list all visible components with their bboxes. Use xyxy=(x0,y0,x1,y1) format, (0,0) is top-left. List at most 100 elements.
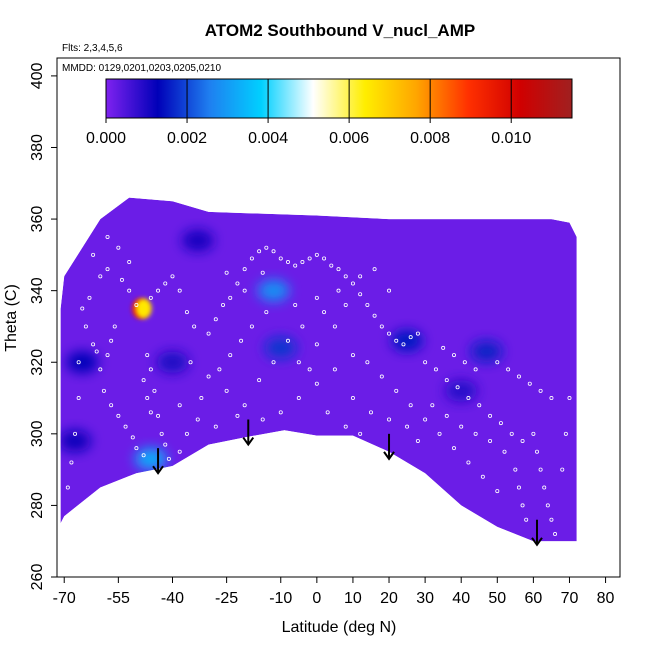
sample-point xyxy=(228,353,233,358)
sample-point xyxy=(296,396,301,401)
sample-point xyxy=(441,345,446,350)
heatmap-cell xyxy=(257,279,290,302)
colorbar-tick-label: 0.008 xyxy=(410,130,450,147)
sample-point xyxy=(509,431,514,436)
sample-point xyxy=(542,485,547,490)
sample-point xyxy=(278,410,283,415)
sample-point xyxy=(379,324,384,329)
sample-point xyxy=(257,378,262,383)
sample-point xyxy=(249,324,254,329)
y-tick-label: 260 xyxy=(29,564,46,591)
sample-point xyxy=(358,292,363,297)
sample-point xyxy=(264,245,269,250)
sample-point xyxy=(224,388,229,393)
sample-point xyxy=(235,281,240,286)
y-axis-title: Theta (C) xyxy=(3,284,20,352)
colorbar: 0.000 0.002 0.004 0.006 0.008 0.010 xyxy=(86,78,573,147)
x-tick-label: -70 xyxy=(53,590,76,607)
sample-point xyxy=(343,302,348,307)
sample-point xyxy=(73,431,78,436)
sample-point xyxy=(239,338,244,343)
sample-point xyxy=(506,367,511,372)
sample-point xyxy=(300,324,305,329)
sample-point xyxy=(379,374,384,379)
sample-point xyxy=(365,360,370,365)
sample-point xyxy=(368,410,373,415)
sample-point xyxy=(109,403,114,408)
sample-point xyxy=(156,413,161,418)
sample-point xyxy=(141,453,146,458)
sample-point xyxy=(296,360,301,365)
dates-note: MMDD: 0129,0201,0203,0205,0210 xyxy=(62,63,221,74)
sample-point xyxy=(213,424,218,429)
sample-point xyxy=(242,267,247,272)
sample-point xyxy=(401,342,406,347)
sample-point xyxy=(477,403,482,408)
sample-point xyxy=(152,388,157,393)
sample-point xyxy=(87,295,92,300)
colorbar-tick-label: 0.006 xyxy=(329,130,369,147)
sample-point xyxy=(408,403,413,408)
sample-point xyxy=(217,367,222,372)
x-tick-label: 40 xyxy=(452,590,470,607)
sample-point xyxy=(163,442,168,447)
sample-point xyxy=(387,331,392,336)
y-tick-label: 340 xyxy=(29,277,46,304)
sample-point xyxy=(372,267,377,272)
sample-point xyxy=(343,274,348,279)
sample-point xyxy=(336,267,341,272)
sample-point xyxy=(444,413,449,418)
sample-point xyxy=(76,396,81,401)
sample-point xyxy=(109,338,114,343)
x-tick-label: 80 xyxy=(597,590,615,607)
sample-point xyxy=(520,503,525,508)
sample-point xyxy=(480,474,485,479)
sample-point xyxy=(415,331,420,336)
sample-point xyxy=(325,410,330,415)
sample-point xyxy=(188,360,193,365)
heatmap-cell xyxy=(66,351,99,374)
sample-point xyxy=(534,449,539,454)
sample-point xyxy=(134,302,139,307)
sample-point xyxy=(444,378,449,383)
sample-point xyxy=(466,396,471,401)
sample-point xyxy=(192,324,197,329)
sample-point xyxy=(567,396,572,401)
sample-point xyxy=(112,324,117,329)
sample-point xyxy=(451,353,456,358)
sample-point xyxy=(119,277,124,282)
chart-title: ATOM2 Southbound V_nucl_AMP xyxy=(205,21,475,40)
heatmap-layer xyxy=(60,197,577,542)
sample-point xyxy=(358,274,363,279)
sample-point xyxy=(488,438,493,443)
sample-point xyxy=(170,274,175,279)
sample-point xyxy=(350,353,355,358)
colorbar-tick-label: 0.002 xyxy=(167,130,207,147)
sample-point xyxy=(134,446,139,451)
sample-point xyxy=(80,306,85,311)
sample-point xyxy=(314,381,319,386)
sample-point xyxy=(516,374,521,379)
sample-point xyxy=(516,485,521,490)
sample-point xyxy=(285,338,290,343)
sample-point xyxy=(473,431,478,436)
sample-point xyxy=(127,260,132,265)
sample-point xyxy=(177,288,182,293)
sample-point xyxy=(76,360,81,365)
arrows xyxy=(152,419,543,547)
sample-point xyxy=(170,467,175,472)
x-tick-label: 10 xyxy=(344,590,362,607)
sample-point xyxy=(91,342,96,347)
sample-point xyxy=(498,421,503,426)
flights-note: Flts: 2,3,4,5,6 xyxy=(62,43,123,54)
sample-point xyxy=(105,267,110,272)
sample-point xyxy=(430,403,435,408)
sample-point xyxy=(224,270,229,275)
sample-point xyxy=(260,270,265,275)
x-tick-label: 20 xyxy=(380,590,398,607)
sample-point xyxy=(423,417,428,422)
sample-point xyxy=(538,467,543,472)
sample-point xyxy=(242,403,247,408)
sample-point xyxy=(145,353,150,358)
sample-point xyxy=(177,403,182,408)
